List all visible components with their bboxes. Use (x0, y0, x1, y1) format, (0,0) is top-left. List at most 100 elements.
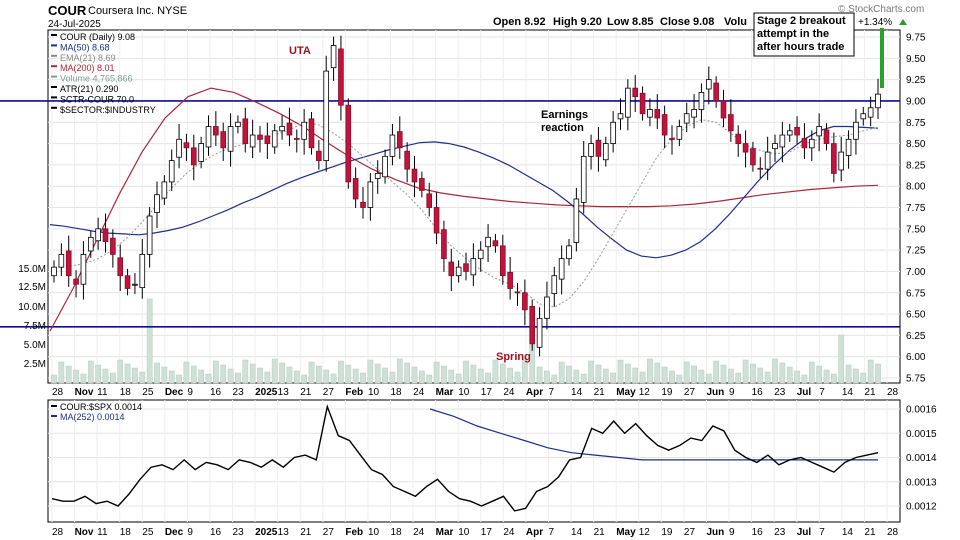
x-tick-label: 9 (187, 527, 193, 538)
y-tick-label: 9.75 (906, 33, 926, 44)
x-tick-label: 10 (458, 387, 470, 398)
x-tick-label: 23 (233, 387, 245, 398)
x-tick-label: Dec (165, 527, 184, 538)
volume-bar (860, 372, 867, 384)
volume-bar (308, 361, 315, 384)
candle (573, 198, 580, 243)
volume-bar (367, 359, 374, 384)
volume-bar (654, 362, 661, 384)
y-tick-label: 9.25 (906, 75, 926, 86)
volume-bar (698, 369, 705, 384)
earnings-annotation-2: reaction (541, 122, 584, 134)
y-tick-label: 8.25 (906, 160, 926, 171)
candle (786, 130, 793, 136)
candle (65, 250, 72, 277)
volume-bar (323, 369, 330, 384)
candle (823, 129, 830, 144)
x-tick-label: 27 (323, 387, 335, 398)
volume-bar (257, 367, 263, 384)
volume-bar (161, 366, 168, 384)
candle (249, 134, 256, 148)
x-tick-label: Jul (797, 387, 812, 398)
change-value: +1.34% (858, 17, 892, 28)
volume-bar (661, 366, 668, 384)
volume-bar (514, 371, 521, 384)
candle (293, 138, 300, 140)
y-tick-label: 6.25 (906, 331, 926, 342)
volume-bar (794, 370, 800, 384)
y-tick-label: 6.75 (906, 288, 926, 299)
candle (544, 296, 550, 319)
volume-bar (124, 363, 131, 384)
candle (499, 245, 506, 277)
candle (419, 178, 425, 191)
volume-bar (831, 373, 837, 384)
volume-bar (433, 361, 440, 384)
volume-bar (58, 361, 65, 384)
candle (713, 82, 719, 102)
y-tick-label: 6.00 (906, 352, 926, 363)
volume-bar (117, 359, 124, 384)
candle (330, 45, 337, 69)
relative-strength-line (51, 404, 879, 512)
x-tick-label: 27 (323, 527, 335, 538)
x-tick-label: 10 (368, 387, 380, 398)
x-tick-label: Apr (526, 527, 543, 538)
legend-entry: MA(50) 8.68 (60, 42, 110, 52)
y-tick-label: 8.00 (906, 182, 926, 193)
legend-swatch (51, 86, 57, 88)
x-tick-label: 17 (481, 527, 493, 538)
legend-entry: Volume 4,765,866 (60, 74, 133, 84)
volume-bar (330, 373, 337, 384)
x-tick-label: 27 (684, 527, 696, 538)
candle (477, 249, 484, 260)
volume-bar (595, 364, 602, 384)
volume-bar (374, 363, 381, 384)
x-tick-label: 17 (481, 387, 493, 398)
candle (485, 236, 491, 248)
volume-bar (293, 370, 300, 384)
candle (352, 178, 359, 200)
volume-bar (286, 366, 293, 384)
y-tick-label: 0.0014 (906, 453, 937, 464)
lower-panel (47, 399, 901, 523)
candle (705, 79, 712, 90)
x-tick-label: 24 (413, 527, 425, 538)
volume-bar (360, 372, 366, 384)
volume-bar (396, 358, 403, 384)
volume-bar (338, 360, 344, 384)
candle (426, 193, 433, 208)
x-tick-label: 12 (639, 527, 651, 538)
candle (404, 150, 410, 170)
candle (632, 87, 639, 98)
volume-bar (816, 365, 822, 384)
volume-bar (65, 365, 72, 384)
volume-tick-label: 2.5M (24, 359, 46, 370)
volume-bar (647, 358, 653, 384)
volume-bar (772, 358, 778, 384)
volume-bar (220, 364, 227, 384)
candle (448, 261, 455, 277)
candle (529, 305, 536, 345)
candle (831, 143, 837, 174)
x-tick-label: 14 (571, 387, 583, 398)
candle (220, 131, 227, 149)
candle (816, 126, 822, 137)
volume-bar (279, 362, 285, 384)
volume-tick-label: 7.5M (24, 321, 46, 332)
volume-bar (411, 366, 418, 384)
candle (610, 121, 616, 144)
candle (595, 139, 602, 157)
x-tick-label: 18 (391, 527, 403, 538)
volume-bar (448, 369, 455, 384)
volume-bar (301, 374, 307, 384)
volume-bar (146, 298, 153, 384)
volume-bar (235, 372, 241, 384)
x-tick-label: 7 (819, 387, 825, 398)
candle (338, 48, 344, 106)
legend-entry: SCTR-COUR 70.0 (60, 94, 134, 104)
x-tick-label: 18 (120, 527, 132, 538)
candle (801, 138, 808, 149)
candle (168, 160, 175, 183)
volume-bar (213, 360, 219, 384)
